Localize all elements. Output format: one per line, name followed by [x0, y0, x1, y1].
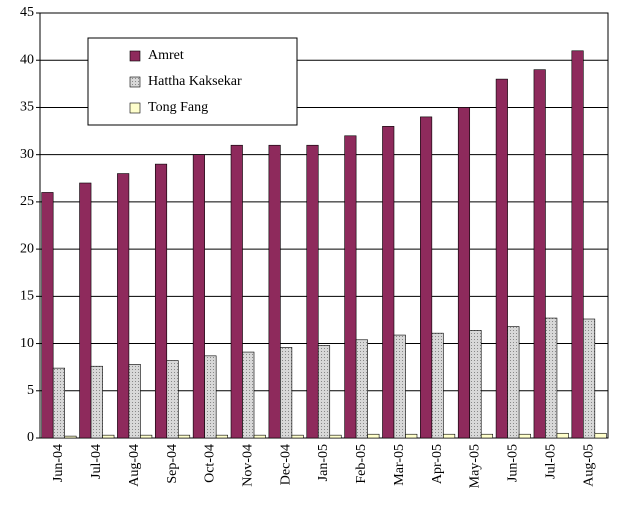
bar: [230, 144, 243, 439]
bar: [518, 433, 531, 439]
bar: [420, 116, 433, 439]
bar: [242, 351, 255, 439]
bar: [52, 367, 65, 439]
bar: [204, 355, 217, 439]
legend-label: Hattha Kaksekar: [148, 74, 242, 89]
bar: [556, 432, 569, 439]
bar: [405, 433, 418, 439]
legend: Amret Hattha Kaksekar Tong Fang: [87, 37, 298, 126]
bar: [79, 182, 92, 439]
x-tick-label: Nov-04: [240, 444, 255, 487]
bar: [393, 334, 406, 439]
y-tick-label: 20: [20, 241, 34, 256]
x-tick-label: Apr-05: [430, 444, 445, 484]
bar: [469, 330, 482, 439]
y-tick-label: 30: [20, 147, 34, 162]
y-tick-label: 35: [20, 100, 34, 115]
bar: [507, 326, 520, 439]
x-tick-label: Jun-04: [51, 444, 66, 482]
x-tick-label: Aug-05: [581, 444, 596, 487]
y-tick-label: 45: [20, 5, 34, 20]
bar: [41, 192, 54, 439]
bar: [594, 432, 607, 439]
x-tick-label: Sep-04: [165, 444, 180, 484]
bar: [128, 364, 141, 439]
x-tick-label: Jul-05: [543, 444, 558, 479]
bar: [443, 433, 456, 439]
x-tick-label: Jun-05: [506, 444, 521, 482]
bar: [291, 434, 304, 439]
bar: [431, 332, 444, 439]
bar: [140, 434, 153, 439]
bar: [306, 144, 319, 439]
x-tick-label: Oct-04: [203, 444, 218, 483]
bar: [382, 126, 395, 439]
bar: [154, 163, 168, 439]
bar: [317, 345, 331, 439]
bar: [90, 365, 103, 439]
bar: [495, 78, 508, 439]
x-tick-label: Dec-04: [278, 444, 293, 485]
legend-swatch: [129, 76, 141, 88]
bar: [367, 433, 380, 439]
y-tick-label: 0: [27, 430, 34, 445]
legend-swatch: [129, 102, 141, 114]
bar: [215, 434, 228, 439]
bar: [64, 435, 77, 439]
bar: [545, 317, 558, 439]
legend-label: Tong Fang: [148, 100, 208, 115]
y-tick-label: 10: [20, 336, 34, 351]
bar: [177, 434, 191, 439]
legend-label: Amret: [148, 48, 184, 63]
bar: [583, 318, 596, 439]
bar: [166, 360, 179, 439]
x-tick-label: Jan-05: [316, 444, 331, 481]
x-tick-label: Feb-05: [354, 444, 369, 484]
x-tick-label: Jul-04: [89, 444, 104, 479]
x-tick-label: May-05: [468, 444, 483, 488]
y-tick-label: 15: [20, 289, 34, 304]
bar: [280, 347, 293, 439]
y-tick-label: 40: [20, 52, 34, 67]
bar: [102, 434, 115, 439]
y-tick-label: 5: [27, 383, 34, 398]
bar: [192, 154, 205, 439]
y-tick-label: 25: [20, 194, 34, 209]
bar: [457, 107, 471, 439]
bar: [571, 50, 584, 439]
legend-box: [87, 37, 298, 126]
bar: [344, 135, 357, 439]
bar: [480, 433, 494, 439]
bar: [329, 434, 342, 439]
bar: [268, 144, 281, 439]
x-tick-label: Mar-05: [392, 444, 407, 486]
bar: [533, 69, 546, 439]
x-tick-label: Aug-04: [127, 444, 142, 487]
legend-swatch: [129, 50, 141, 62]
bar: [253, 434, 266, 439]
bar: [117, 173, 130, 439]
bar: [355, 339, 368, 439]
